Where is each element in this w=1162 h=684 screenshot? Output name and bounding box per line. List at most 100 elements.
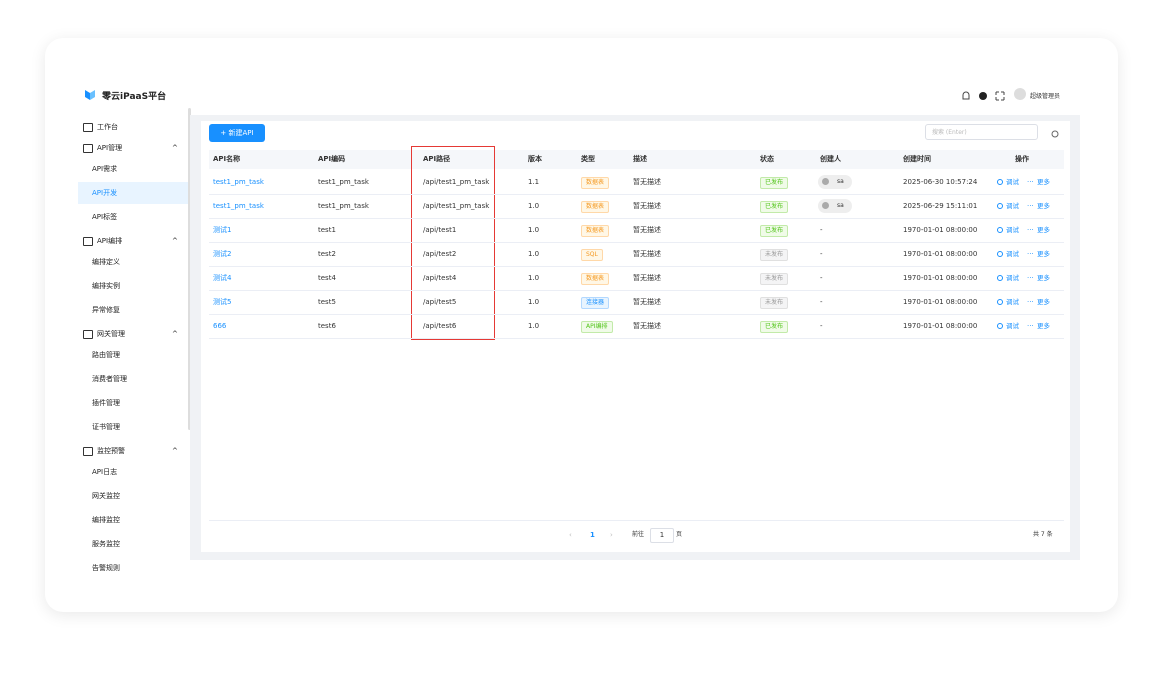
cell: 1970-01-01 08:00:00: [903, 274, 978, 282]
sidebar-item[interactable]: API日志: [92, 468, 118, 476]
api-name-link[interactable]: 测试1: [213, 226, 232, 234]
sidebar-item[interactable]: 消费者管理: [92, 375, 127, 383]
column-header: 创建时间: [903, 155, 931, 163]
action-more[interactable]: 更多: [1037, 178, 1050, 186]
cell: /api/test1_pm_task: [423, 178, 490, 186]
current-page[interactable]: 1: [590, 531, 595, 539]
status-tag: 已发布: [760, 201, 789, 213]
sidebar-item[interactable]: 网关监控: [92, 492, 120, 500]
debug-icon: [997, 275, 1003, 281]
action-more[interactable]: 更多: [1037, 274, 1050, 282]
debug-icon: [997, 179, 1003, 185]
sidebar-scrollbar: [188, 108, 191, 430]
cell: /api/test1_pm_task: [423, 202, 490, 210]
user-avatar[interactable]: [1014, 88, 1026, 100]
cell: -: [820, 274, 823, 282]
row-divider: [209, 194, 1064, 195]
sidebar-group[interactable]: 监控预警: [97, 447, 125, 455]
cell: 暂无描述: [633, 274, 661, 282]
new-api-button[interactable]: + 新建API: [209, 124, 265, 142]
user-name[interactable]: 超级管理员: [1030, 93, 1061, 100]
column-header: API路径: [423, 155, 451, 163]
sidebar-group[interactable]: API管理: [97, 144, 123, 152]
prev-page[interactable]: ‹: [569, 531, 572, 539]
sidebar-item[interactable]: 编排实例: [92, 282, 120, 290]
status-tag: 已发布: [760, 321, 789, 333]
api-name-link[interactable]: 测试5: [213, 298, 232, 306]
logo-icon: [85, 90, 95, 100]
row-divider: [209, 314, 1064, 315]
total-count: 共 7 条: [1033, 531, 1053, 538]
cell: 暂无描述: [633, 322, 661, 330]
row-divider: [209, 242, 1064, 243]
sidebar-item[interactable]: API开发: [92, 189, 118, 197]
cell: 暂无描述: [633, 178, 661, 186]
sidebar-caret: ^: [172, 330, 178, 338]
sidebar-caret: ^: [172, 144, 178, 152]
more-dots: ···: [1027, 322, 1034, 330]
action-debug[interactable]: 调试: [1006, 298, 1019, 306]
api-name-link[interactable]: test1_pm_task: [213, 178, 264, 186]
cell: 1970-01-01 08:00:00: [903, 322, 978, 330]
action-debug[interactable]: 调试: [1006, 322, 1019, 330]
creator-name: sa: [837, 178, 844, 185]
status-tag: 已发布: [760, 225, 789, 237]
action-more[interactable]: 更多: [1037, 250, 1050, 258]
action-more[interactable]: 更多: [1037, 226, 1050, 234]
more-dots: ···: [1027, 226, 1034, 234]
creator-icon: [822, 202, 829, 209]
refresh-icon[interactable]: [1050, 129, 1060, 139]
action-debug[interactable]: 调试: [1006, 250, 1019, 258]
sidebar-item[interactable]: 证书管理: [92, 423, 120, 431]
sidebar-item[interactable]: 服务监控: [92, 540, 120, 548]
cell: /api/test1: [423, 226, 457, 234]
sidebar-item[interactable]: API需求: [92, 165, 118, 173]
type-tag: API编排: [581, 321, 613, 333]
sidebar-item[interactable]: 插件管理: [92, 399, 120, 407]
sidebar-group-icon[interactable]: [83, 330, 93, 339]
sidebar-group[interactable]: API编排: [97, 237, 123, 245]
creator-name: sa: [837, 202, 844, 209]
column-header: 类型: [581, 155, 595, 163]
goto-label: 前往: [632, 531, 645, 538]
goto-input[interactable]: 1: [650, 528, 674, 543]
action-more[interactable]: 更多: [1037, 202, 1050, 210]
api-name-link[interactable]: 测试4: [213, 274, 232, 282]
sidebar-group[interactable]: 工作台: [97, 123, 118, 131]
action-debug[interactable]: 调试: [1006, 274, 1019, 282]
action-more[interactable]: 更多: [1037, 298, 1050, 306]
api-name-link[interactable]: test1_pm_task: [213, 202, 264, 210]
sidebar-item[interactable]: 异常修复: [92, 306, 120, 314]
api-name-link[interactable]: 测试2: [213, 250, 232, 258]
sidebar-item[interactable]: 告警规则: [92, 564, 120, 572]
api-name-link[interactable]: 666: [213, 322, 227, 330]
next-page[interactable]: ›: [610, 531, 613, 539]
cell: -: [820, 250, 823, 258]
sidebar-item[interactable]: 编排监控: [92, 516, 120, 524]
sidebar-group-icon[interactable]: [83, 447, 93, 456]
sidebar-group-icon[interactable]: [83, 144, 93, 153]
cell: test6: [318, 322, 336, 330]
sidebar-item[interactable]: 路由管理: [92, 351, 120, 359]
goto-unit: 页: [676, 531, 683, 538]
row-divider: [209, 338, 1064, 339]
action-debug[interactable]: 调试: [1006, 202, 1019, 210]
column-header: API名称: [213, 155, 241, 163]
type-tag: 数据表: [581, 273, 610, 285]
action-more[interactable]: 更多: [1037, 322, 1050, 330]
action-debug[interactable]: 调试: [1006, 226, 1019, 234]
more-dots: ···: [1027, 250, 1034, 258]
sidebar-group-icon[interactable]: [83, 237, 93, 246]
table-header-bg: [209, 150, 1064, 169]
status-tag: 未发布: [760, 249, 789, 261]
column-header: 状态: [760, 155, 774, 163]
status-tag: 未发布: [760, 273, 789, 285]
sidebar-group-icon[interactable]: [83, 123, 93, 132]
sidebar-group[interactable]: 网关管理: [97, 330, 125, 338]
sidebar-item[interactable]: API标签: [92, 213, 118, 221]
sidebar-item[interactable]: 编排定义: [92, 258, 120, 266]
action-debug[interactable]: 调试: [1006, 178, 1019, 186]
search-input[interactable]: 搜索 (Enter): [925, 124, 1038, 140]
debug-icon: [997, 251, 1003, 257]
